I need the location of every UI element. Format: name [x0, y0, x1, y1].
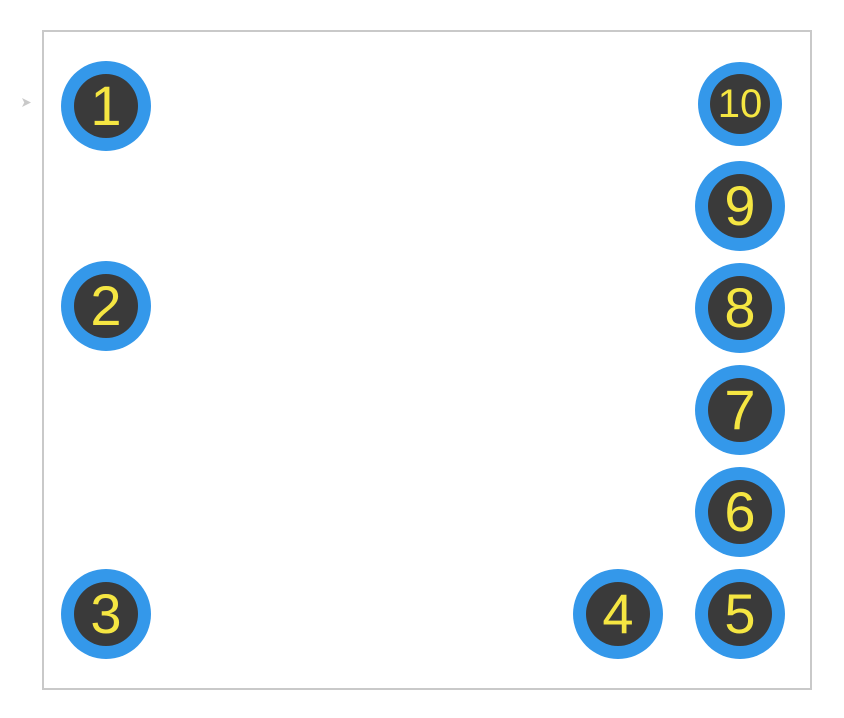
pad-hole: 2 [74, 274, 138, 338]
pad-9: 9 [695, 161, 785, 251]
pad-10: 10 [698, 62, 782, 146]
pad-7: 7 [695, 365, 785, 455]
pad-label: 2 [90, 278, 121, 334]
pad-label: 1 [90, 78, 121, 134]
pad-label: 5 [724, 586, 755, 642]
pad-hole: 6 [708, 480, 772, 544]
pad-hole: 7 [708, 378, 772, 442]
pin1-marker-icon [22, 98, 31, 107]
pad-label: 4 [602, 586, 633, 642]
pad-3: 3 [61, 569, 151, 659]
pad-2: 2 [61, 261, 151, 351]
pad-label: 10 [718, 84, 763, 124]
pad-4: 4 [573, 569, 663, 659]
pad-hole: 5 [708, 582, 772, 646]
pad-5: 5 [695, 569, 785, 659]
pad-label: 9 [724, 178, 755, 234]
pad-1: 1 [61, 61, 151, 151]
pad-label: 7 [724, 382, 755, 438]
pad-6: 6 [695, 467, 785, 557]
pad-hole: 1 [74, 74, 138, 138]
pad-label: 6 [724, 484, 755, 540]
pad-hole: 3 [74, 582, 138, 646]
pad-hole: 9 [708, 174, 772, 238]
component-outline [42, 30, 812, 690]
pad-hole: 8 [708, 276, 772, 340]
pad-label: 3 [90, 586, 121, 642]
pad-hole: 4 [586, 582, 650, 646]
pad-label: 8 [724, 280, 755, 336]
pad-hole: 10 [710, 74, 770, 134]
pad-8: 8 [695, 263, 785, 353]
pin1-marker-shape [22, 98, 31, 107]
